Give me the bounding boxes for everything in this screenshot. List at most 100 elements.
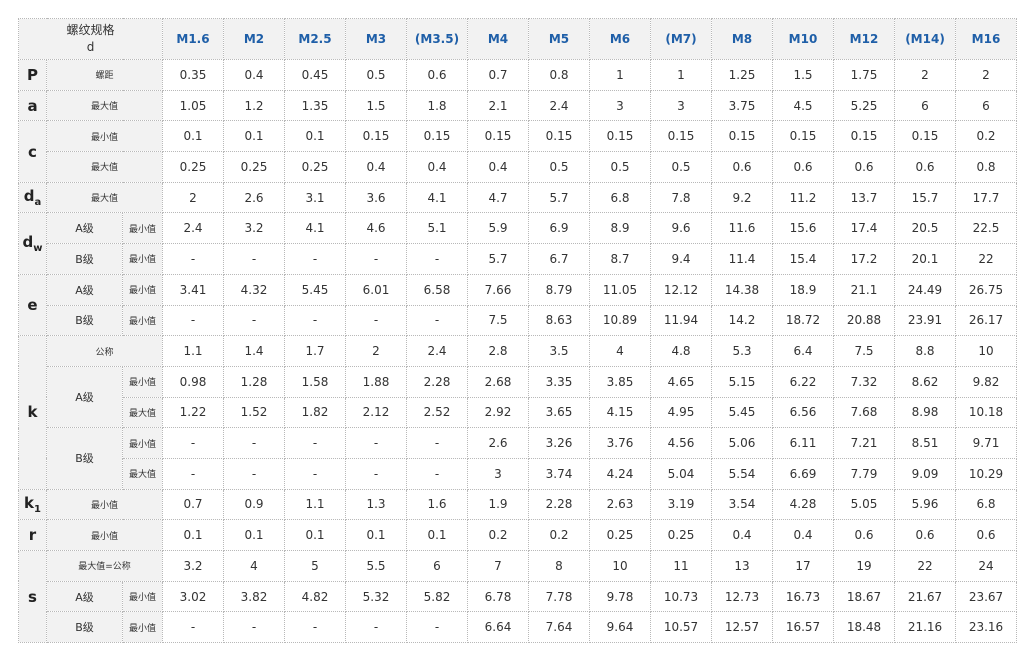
thread-diameter-label: d [86, 40, 95, 54]
value-cell: 21.67 [894, 580, 956, 613]
value-cell: 8.8 [894, 335, 956, 367]
value-cell: 0.15 [711, 120, 773, 153]
value-cell: 3 [467, 457, 529, 490]
value-cell: 6 [894, 89, 956, 122]
value-cell: 9.82 [955, 365, 1017, 398]
value-cell: 11 [650, 550, 712, 582]
value-cell: 3.5 [528, 335, 590, 367]
value-cell: 0.25 [223, 151, 285, 183]
value-cell: 0.1 [223, 519, 285, 551]
symbol-subscript: a [34, 197, 42, 209]
value-cell: 0.1 [284, 519, 346, 551]
value-cell: 3.26 [528, 427, 590, 459]
value-cell: 0.35 [162, 59, 224, 91]
size-header: M1.6 [162, 18, 224, 60]
value-cell: 1.35 [284, 89, 346, 122]
size-header: M2 [223, 18, 285, 60]
value-cell: 3 [650, 89, 712, 122]
value-cell: 0.4 [711, 519, 773, 551]
value-cell: 8.98 [894, 396, 956, 429]
table-row: k1 最小值 0.7 0.9 1.1 1.3 1.6 1.9 2.28 2.63 3.19 3.5… [18, 488, 1017, 521]
value-cell: 4.1 [406, 181, 468, 214]
value-cell: 5.3 [711, 335, 773, 367]
symbol-base: d [22, 233, 34, 252]
value-cell: 1.25 [711, 59, 773, 91]
size-header: M8 [711, 18, 773, 60]
value-cell: 11.05 [589, 273, 651, 306]
max-eq-nominal-label: 最大值=公称 [46, 550, 163, 582]
value-cell: 7.64 [528, 611, 590, 644]
value-cell: 0.25 [284, 151, 346, 183]
value-cell: 3.6 [345, 181, 407, 214]
value-cell: 3.02 [162, 580, 224, 613]
value-cell: - [406, 427, 468, 459]
value-cell: 24.49 [894, 273, 956, 306]
value-cell: 24 [955, 550, 1017, 582]
value-cell: 22 [894, 550, 956, 582]
value-cell: - [345, 304, 407, 337]
value-cell: 4.6 [345, 212, 407, 245]
value-cell: 6.22 [772, 365, 834, 398]
size-header: M2.5 [284, 18, 346, 60]
table-wrapper: 螺纹规格 d M1.6 M2 M2.5 M3 (M3.5) M4 M5 M6 (… [18, 18, 1017, 644]
value-cell: 16.73 [772, 580, 834, 613]
value-cell: 4.8 [650, 335, 712, 367]
value-cell: 2.92 [467, 396, 529, 429]
value-cell: 13 [711, 550, 773, 582]
symbol-k1: k1 [18, 488, 47, 521]
value-cell: 2.12 [345, 396, 407, 429]
value-cell: 0.6 [833, 519, 895, 551]
value-cell: - [345, 611, 407, 644]
size-header: M12 [833, 18, 895, 60]
value-cell: 1.52 [223, 396, 285, 429]
max-label: 最大值 [46, 151, 163, 183]
value-cell: 0.7 [467, 59, 529, 91]
size-header: M10 [772, 18, 834, 60]
value-cell: - [406, 243, 468, 275]
value-cell: 5.54 [711, 457, 773, 490]
table-row: k 公称 1.1 1.4 1.7 2 2.4 2.8 3.5 4 4.8 5.3 6.4 7.5 8.8… [18, 335, 1017, 490]
value-cell: - [162, 304, 224, 337]
value-cell: 4.1 [284, 212, 346, 245]
value-cell: 1.22 [162, 396, 224, 429]
value-cell: 1.58 [284, 365, 346, 398]
value-cell: 0.1 [406, 519, 468, 551]
min-label: 最小值 [46, 120, 163, 153]
value-cell: 0.9 [223, 488, 285, 521]
value-cell: 8.62 [894, 365, 956, 398]
value-cell: 1.28 [223, 365, 285, 398]
value-cell: 4.95 [650, 396, 712, 429]
value-cell: 17.7 [955, 181, 1017, 214]
value-cell: 16.57 [772, 611, 834, 644]
value-cell: 7.78 [528, 580, 590, 613]
value-cell: - [284, 457, 346, 490]
value-cell: 1.75 [833, 59, 895, 91]
symbol-a: a [18, 89, 47, 122]
min-label: 最小值 [46, 488, 163, 521]
value-cell: 0.2 [467, 519, 529, 551]
value-cell: 7.5 [833, 335, 895, 367]
hex-bolt-dimension-table: 螺纹规格 d M1.6 M2 M2.5 M3 (M3.5) M4 M5 M6 (… [18, 18, 1017, 644]
value-cell: 0.25 [650, 519, 712, 551]
value-cell: 19 [833, 550, 895, 582]
value-cell: 3.41 [162, 273, 224, 306]
value-cell: 8.7 [589, 243, 651, 275]
value-cell: 17 [772, 550, 834, 582]
value-cell: 4.65 [650, 365, 712, 398]
value-cell: 8.63 [528, 304, 590, 337]
value-cell: 2.28 [406, 365, 468, 398]
value-cell: 0.6 [894, 519, 956, 551]
value-cell: 1.88 [345, 365, 407, 398]
min-label: 最小值 [46, 519, 163, 551]
value-cell: 2.52 [406, 396, 468, 429]
value-cell: 6.4 [772, 335, 834, 367]
value-cell: 6 [406, 550, 468, 582]
value-cell: 4.7 [467, 181, 529, 214]
grade-a-label: A级 [46, 580, 123, 613]
value-cell: 0.4 [467, 151, 529, 183]
value-cell: 1.4 [223, 335, 285, 367]
value-cell: - [162, 611, 224, 644]
header-row: 螺纹规格 d M1.6 M2 M2.5 M3 (M3.5) M4 M5 M6 (… [18, 18, 1017, 60]
size-header: M4 [467, 18, 529, 60]
value-cell: 6.8 [589, 181, 651, 214]
